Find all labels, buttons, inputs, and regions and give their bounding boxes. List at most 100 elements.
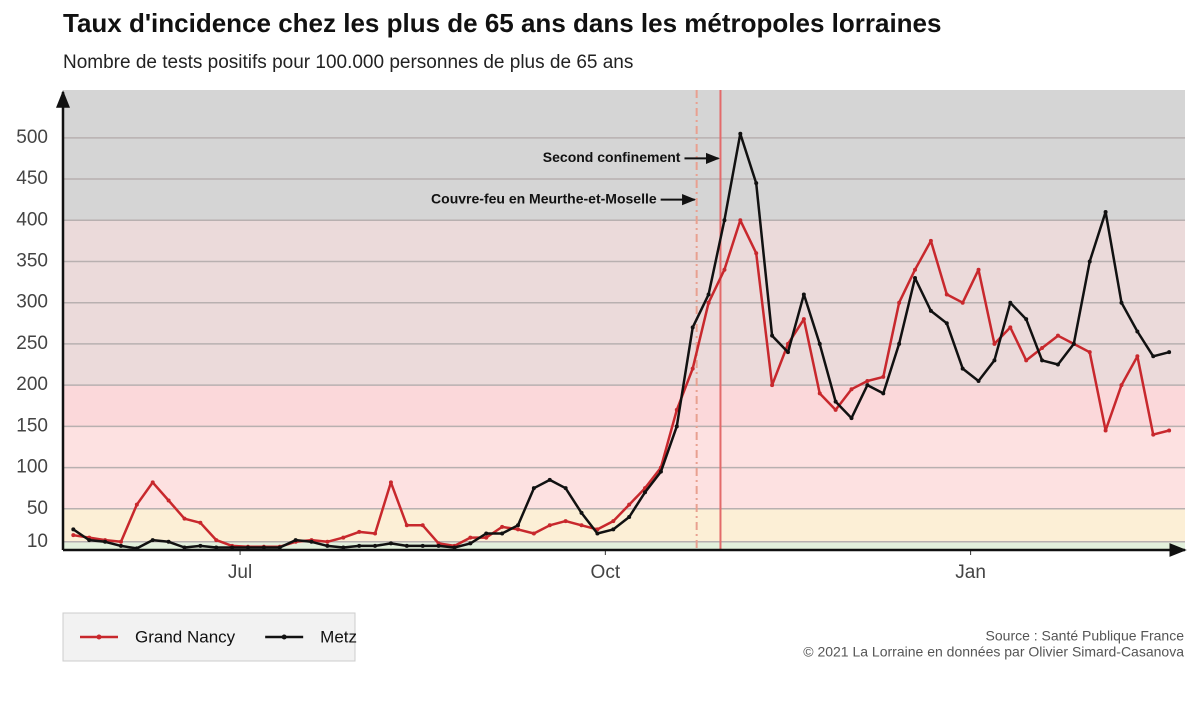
legend-label: Metz [320, 627, 357, 646]
data-point [674, 424, 679, 429]
data-point [531, 531, 536, 536]
data-point [801, 292, 806, 297]
data-point [1008, 300, 1013, 305]
data-point [770, 333, 775, 338]
data-point [881, 374, 886, 379]
annotation: Couvre-feu en Meurthe-et-Moselle [431, 190, 657, 206]
data-point [293, 538, 298, 543]
data-point [1055, 333, 1060, 338]
data-point [357, 529, 362, 534]
data-point [722, 218, 727, 223]
y-tick-label: 400 [16, 209, 48, 230]
data-point [500, 524, 505, 529]
data-point [1087, 259, 1092, 264]
data-point [71, 533, 76, 538]
data-point [404, 543, 409, 548]
data-point [992, 341, 997, 346]
data-point [118, 539, 123, 544]
background-band [63, 90, 1185, 221]
data-point [1119, 383, 1124, 388]
data-point [944, 292, 949, 297]
y-tick-label: 50 [27, 498, 48, 519]
data-point [150, 538, 155, 543]
data-point [960, 300, 965, 305]
data-point [865, 379, 870, 384]
data-point [373, 531, 378, 536]
data-point [515, 523, 520, 528]
data-point [1040, 358, 1045, 363]
data-point [913, 275, 918, 280]
data-point [849, 416, 854, 421]
chart-subtitle: Nombre de tests positifs pour 100.000 pe… [63, 52, 633, 73]
data-point [960, 366, 965, 371]
data-point [690, 366, 695, 371]
data-point [1103, 210, 1108, 215]
background-band [63, 385, 1185, 427]
data-point [817, 391, 822, 396]
data-point [1008, 325, 1013, 330]
data-point [1024, 317, 1029, 322]
data-point [182, 545, 187, 550]
data-point [1071, 341, 1076, 346]
data-point [1103, 428, 1108, 433]
data-point [468, 535, 473, 540]
data-point [404, 523, 409, 528]
data-point [563, 486, 568, 491]
data-point [658, 469, 663, 474]
data-point [357, 543, 362, 548]
data-point [468, 541, 473, 546]
data-point [452, 545, 457, 550]
data-point [261, 545, 266, 550]
y-tick-label: 100 [16, 457, 48, 478]
data-point [134, 502, 139, 507]
data-point [420, 523, 425, 528]
data-point [1167, 428, 1172, 433]
data-point [373, 543, 378, 548]
data-point [182, 516, 187, 521]
data-point [246, 545, 251, 550]
data-point [1151, 432, 1156, 437]
data-point [579, 510, 584, 515]
data-point [833, 399, 838, 404]
data-point [944, 321, 949, 326]
series-line [72, 132, 1170, 550]
data-point [627, 502, 632, 507]
data-point [325, 539, 330, 544]
data-point [1135, 329, 1140, 334]
data-point [531, 486, 536, 491]
data-point [722, 267, 727, 272]
data-point [1167, 350, 1172, 355]
data-point [277, 545, 282, 550]
data-point [897, 300, 902, 305]
data-point [928, 238, 933, 243]
data-point [913, 267, 918, 272]
data-point [230, 545, 235, 550]
data-point [595, 531, 600, 536]
data-point [674, 407, 679, 412]
data-point [992, 358, 997, 363]
data-point [1024, 358, 1029, 363]
data-point [71, 527, 76, 532]
data-point [118, 543, 123, 548]
y-tick-label: 500 [16, 127, 48, 148]
data-point [611, 527, 616, 532]
data-point [754, 251, 759, 256]
y-tick-label: 350 [16, 250, 48, 271]
source: Source : Santé Publique France [986, 628, 1185, 644]
data-point [706, 300, 711, 305]
data-point [214, 545, 219, 550]
data-point [1040, 346, 1045, 351]
y-tick-label: 10 [27, 531, 48, 552]
data-point [976, 379, 981, 384]
data-point [1087, 350, 1092, 355]
data-point [500, 531, 505, 536]
legend-label: Grand Nancy [135, 627, 236, 646]
data-point [738, 218, 743, 223]
data-point [388, 541, 393, 546]
data-point [515, 527, 520, 532]
data-point [198, 520, 203, 525]
background-band [63, 508, 1185, 542]
data-point [309, 539, 314, 544]
y-tick-label: 300 [16, 292, 48, 313]
data-point [833, 407, 838, 412]
